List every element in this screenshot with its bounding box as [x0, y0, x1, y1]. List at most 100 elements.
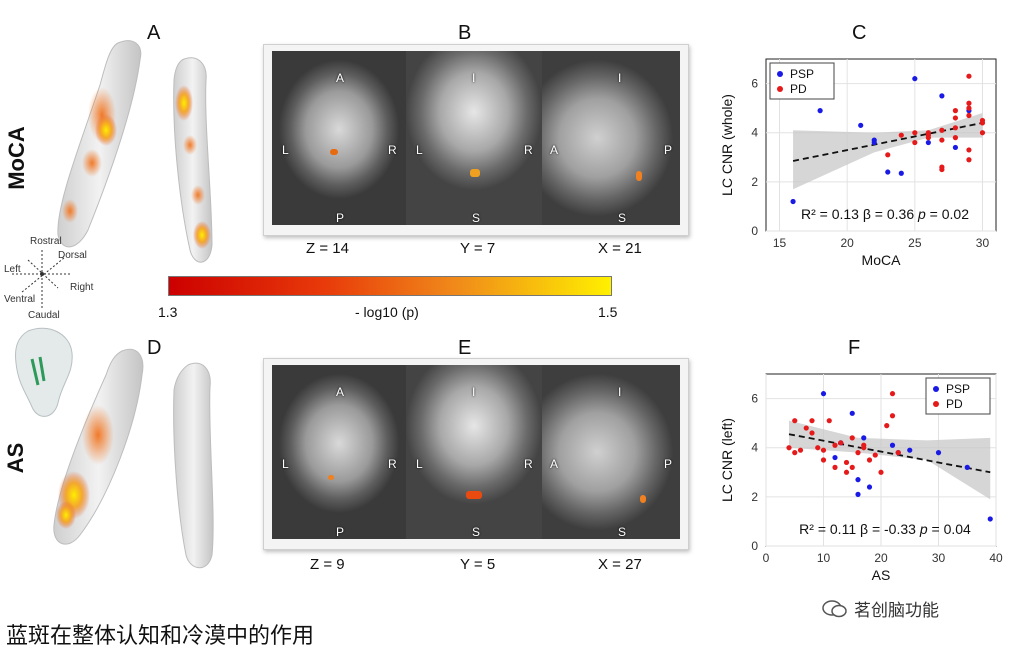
y-axis-title: LC CNR (whole): [719, 94, 735, 196]
data-point-pd: [809, 418, 815, 424]
x-tick-label: 30: [932, 551, 946, 565]
legend-label: PSP: [946, 382, 970, 396]
orient-mark: A: [550, 457, 559, 471]
legend-box: [769, 62, 835, 100]
legend-marker: [933, 401, 939, 407]
data-point-pd: [952, 135, 959, 141]
orient-mark: A: [336, 385, 345, 399]
data-point-psp: [987, 516, 993, 522]
data-point-pd: [979, 130, 986, 136]
data-point-pd: [826, 418, 832, 424]
orient-mark: S: [618, 525, 627, 539]
x-axis-title: AS: [872, 567, 891, 583]
orient-mark: L: [282, 143, 289, 157]
orient-dorsal: Dorsal: [58, 250, 87, 261]
watermark-text: 茗创脑功能: [854, 601, 939, 620]
colorbar: [168, 276, 612, 296]
legend-label: PSP: [790, 67, 814, 81]
data-point-pd: [815, 445, 821, 451]
slice-label-y-top: Y = 7: [460, 240, 496, 257]
data-point-pd: [939, 166, 945, 173]
data-point-pd: [803, 425, 809, 431]
data-point-pd: [792, 450, 798, 456]
orientation-compass: Rostral Dorsal Left Right Ventral Caudal: [0, 232, 110, 322]
data-point-psp: [790, 198, 796, 205]
colorbar-max: 1.5: [598, 304, 618, 320]
stats-annotation: R² = 0.11 β = -0.33 p = 0.04: [799, 521, 971, 537]
orient-mark: A: [336, 71, 345, 85]
data-point-pd: [979, 120, 986, 126]
data-point-pd: [912, 130, 918, 136]
mri-slice-axial-bottom: A L R P: [272, 365, 406, 539]
data-point-pd: [843, 469, 850, 475]
orient-mark: A: [550, 143, 559, 157]
slice-label-z-bottom: Z = 9: [310, 556, 345, 573]
mri-slice-sagittal-top: I A P S: [542, 51, 680, 225]
data-point-psp: [855, 491, 861, 497]
data-point-pd: [872, 452, 878, 458]
data-point-pd: [952, 125, 959, 131]
data-point-pd: [861, 445, 867, 451]
lc-3d-render-moca: [57, 40, 213, 263]
x-tick-label: 30: [976, 236, 990, 250]
mri-slice-sagittal-bottom: I A P S: [542, 365, 680, 539]
y-axis-title: LC CNR (left): [719, 418, 735, 502]
orient-right: Right: [70, 282, 94, 293]
colorbar-min: 1.3: [158, 304, 178, 320]
y-tick-label: 6: [751, 77, 758, 91]
orient-mark: R: [524, 143, 533, 157]
slice-label-z-top: Z = 14: [306, 240, 349, 257]
brainstem-thumbnail: [15, 327, 73, 417]
confidence-band: [789, 420, 991, 500]
mri-panel-top: A L R P I L R S I A P S: [263, 44, 689, 236]
data-point-pd: [895, 450, 901, 456]
watermark: 茗创脑功能: [822, 596, 939, 621]
mri-slice-coronal-bottom: I L R S: [406, 365, 542, 539]
regression-line: [792, 122, 983, 162]
data-point-psp: [889, 442, 896, 448]
orient-mark: I: [618, 71, 622, 85]
y-tick-label: 4: [751, 441, 758, 455]
data-point-psp: [912, 76, 918, 82]
y-tick-label: 2: [751, 175, 758, 189]
y-tick-label: 4: [751, 126, 758, 140]
data-point-pd: [866, 457, 873, 463]
panel-letter-c: C: [852, 22, 867, 44]
data-point-pd: [966, 157, 972, 163]
legend-box: [925, 377, 991, 415]
data-point-psp: [964, 464, 970, 470]
orient-mark: P: [336, 525, 345, 539]
orient-mark: P: [664, 143, 673, 157]
data-point-pd: [885, 152, 891, 158]
data-point-pd: [786, 445, 792, 451]
orient-ventral: Ventral: [4, 294, 36, 305]
slice-label-y-bottom: Y = 5: [460, 556, 496, 573]
panel-letter-e: E: [458, 337, 472, 359]
data-point-pd: [966, 105, 972, 111]
colorbar-label: - log10 (p): [355, 304, 419, 320]
data-point-pd: [952, 108, 959, 114]
data-point-pd: [855, 450, 861, 456]
data-point-pd: [966, 147, 972, 153]
data-point-pd: [884, 423, 890, 429]
legend-marker: [777, 86, 783, 92]
data-point-psp: [855, 477, 861, 483]
data-point-pd: [912, 139, 918, 146]
data-point-psp: [925, 139, 931, 146]
data-point-pd: [966, 73, 972, 79]
slice-label-x-bottom: X = 27: [598, 556, 642, 573]
data-point-pd: [792, 418, 798, 424]
panel-letter-d: D: [147, 337, 162, 359]
regression-line: [788, 433, 991, 474]
y-tick-label: 6: [751, 392, 758, 406]
orient-mark: S: [618, 211, 627, 225]
data-point-pd: [952, 115, 959, 121]
data-point-psp: [866, 484, 873, 490]
data-point-psp: [861, 435, 867, 441]
mri-panel-bottom: A L R P I L R S I A P S: [263, 358, 689, 550]
x-axis-title: MoCA: [862, 252, 902, 268]
orient-mark: S: [472, 211, 481, 225]
orient-mark: S: [472, 525, 481, 539]
